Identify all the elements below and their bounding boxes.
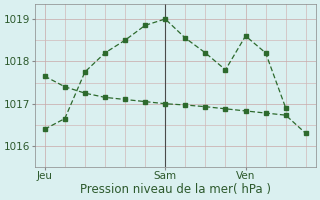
- X-axis label: Pression niveau de la mer( hPa ): Pression niveau de la mer( hPa ): [80, 183, 271, 196]
